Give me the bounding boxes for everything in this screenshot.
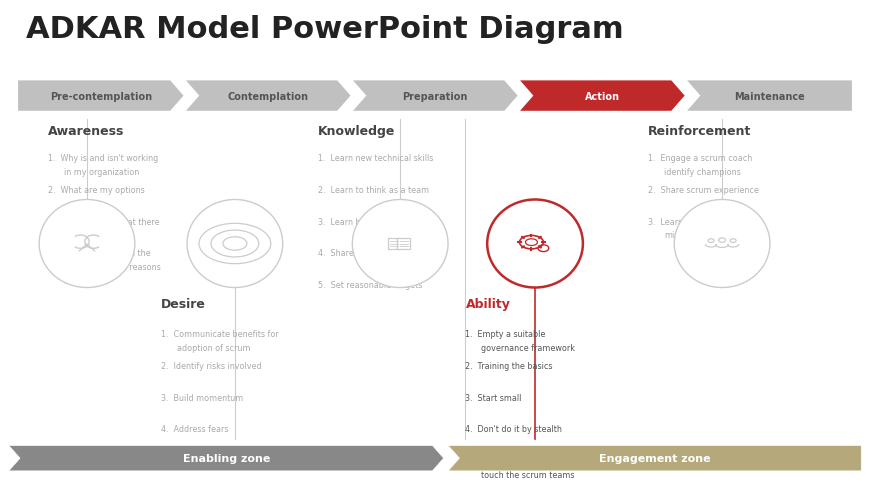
Text: 2.  Identify risks involved: 2. Identify risks involved — [161, 361, 262, 370]
Text: adoption of scrum: adoption of scrum — [176, 343, 249, 352]
Text: Knowledge: Knowledge — [317, 124, 395, 138]
Text: 3.  Start small: 3. Start small — [465, 393, 521, 402]
Text: Enabling zone: Enabling zone — [182, 453, 269, 463]
Text: 3.  Learn from early: 3. Learn from early — [647, 217, 726, 226]
Text: Ability: Ability — [465, 298, 510, 311]
Text: 1.  Why is and isn't working: 1. Why is and isn't working — [48, 154, 158, 163]
Text: ADKAR Model PowerPoint Diagram: ADKAR Model PowerPoint Diagram — [26, 15, 623, 43]
Text: touch the scrum teams: touch the scrum teams — [481, 470, 574, 479]
Ellipse shape — [187, 200, 282, 288]
Text: Reinforcement: Reinforcement — [647, 124, 751, 138]
Text: governance framework: governance framework — [481, 343, 574, 352]
Text: 4.  Address fears: 4. Address fears — [161, 425, 229, 433]
Text: 3.  Build momentum: 3. Build momentum — [161, 393, 243, 402]
Polygon shape — [518, 81, 685, 112]
Text: Maintenance: Maintenance — [733, 91, 804, 102]
Text: 5.  Adjust processes that: 5. Adjust processes that — [465, 456, 564, 465]
Text: is a problem: is a problem — [63, 231, 114, 240]
Text: Engagement zone: Engagement zone — [598, 453, 710, 463]
Text: mistakes: mistakes — [663, 231, 700, 240]
Text: 2.  Share scrum experience: 2. Share scrum experience — [647, 185, 758, 194]
Polygon shape — [351, 81, 518, 112]
Text: 1.  Empty a suitable: 1. Empty a suitable — [465, 329, 545, 338]
Text: Desire: Desire — [161, 298, 206, 311]
Text: 3.  Communicate that there: 3. Communicate that there — [48, 217, 159, 226]
Text: to change: to change — [63, 276, 103, 285]
Text: Contemplation: Contemplation — [227, 91, 308, 102]
Text: Pre-contemplation: Pre-contemplation — [50, 91, 152, 102]
Text: 3.  Learn how to time box: 3. Learn how to time box — [317, 217, 420, 226]
Polygon shape — [448, 446, 860, 471]
Ellipse shape — [352, 200, 448, 288]
Text: 5.  Set reasonable targets: 5. Set reasonable targets — [317, 281, 421, 289]
Text: 2.  Learn to think as a team: 2. Learn to think as a team — [317, 185, 428, 194]
FancyBboxPatch shape — [388, 238, 401, 250]
Polygon shape — [184, 81, 351, 112]
FancyBboxPatch shape — [397, 238, 410, 250]
Text: 1.  Learn new technical skills: 1. Learn new technical skills — [317, 154, 433, 163]
Polygon shape — [9, 446, 443, 471]
Text: most important reasons: most important reasons — [63, 263, 160, 271]
Text: Preparation: Preparation — [401, 91, 468, 102]
Text: Awareness: Awareness — [48, 124, 124, 138]
Text: 1.  Engage a scrum coach: 1. Engage a scrum coach — [647, 154, 752, 163]
Text: in my organization: in my organization — [63, 167, 138, 176]
Text: 1.  Communicate benefits for: 1. Communicate benefits for — [161, 329, 278, 338]
Text: 2.  What are my options: 2. What are my options — [48, 185, 144, 194]
Text: 4.  Share information: 4. Share information — [317, 249, 402, 258]
Polygon shape — [685, 81, 852, 112]
Text: Action: Action — [584, 91, 619, 102]
Text: 2.  Training the basics: 2. Training the basics — [465, 361, 553, 370]
Text: identify champions: identify champions — [663, 167, 740, 176]
Ellipse shape — [487, 200, 582, 288]
Polygon shape — [17, 81, 184, 112]
Text: 4.  Focus attention on the: 4. Focus attention on the — [48, 249, 150, 258]
Text: 4.  Don't do it by stealth: 4. Don't do it by stealth — [465, 425, 561, 433]
Ellipse shape — [673, 200, 769, 288]
Ellipse shape — [39, 200, 135, 288]
